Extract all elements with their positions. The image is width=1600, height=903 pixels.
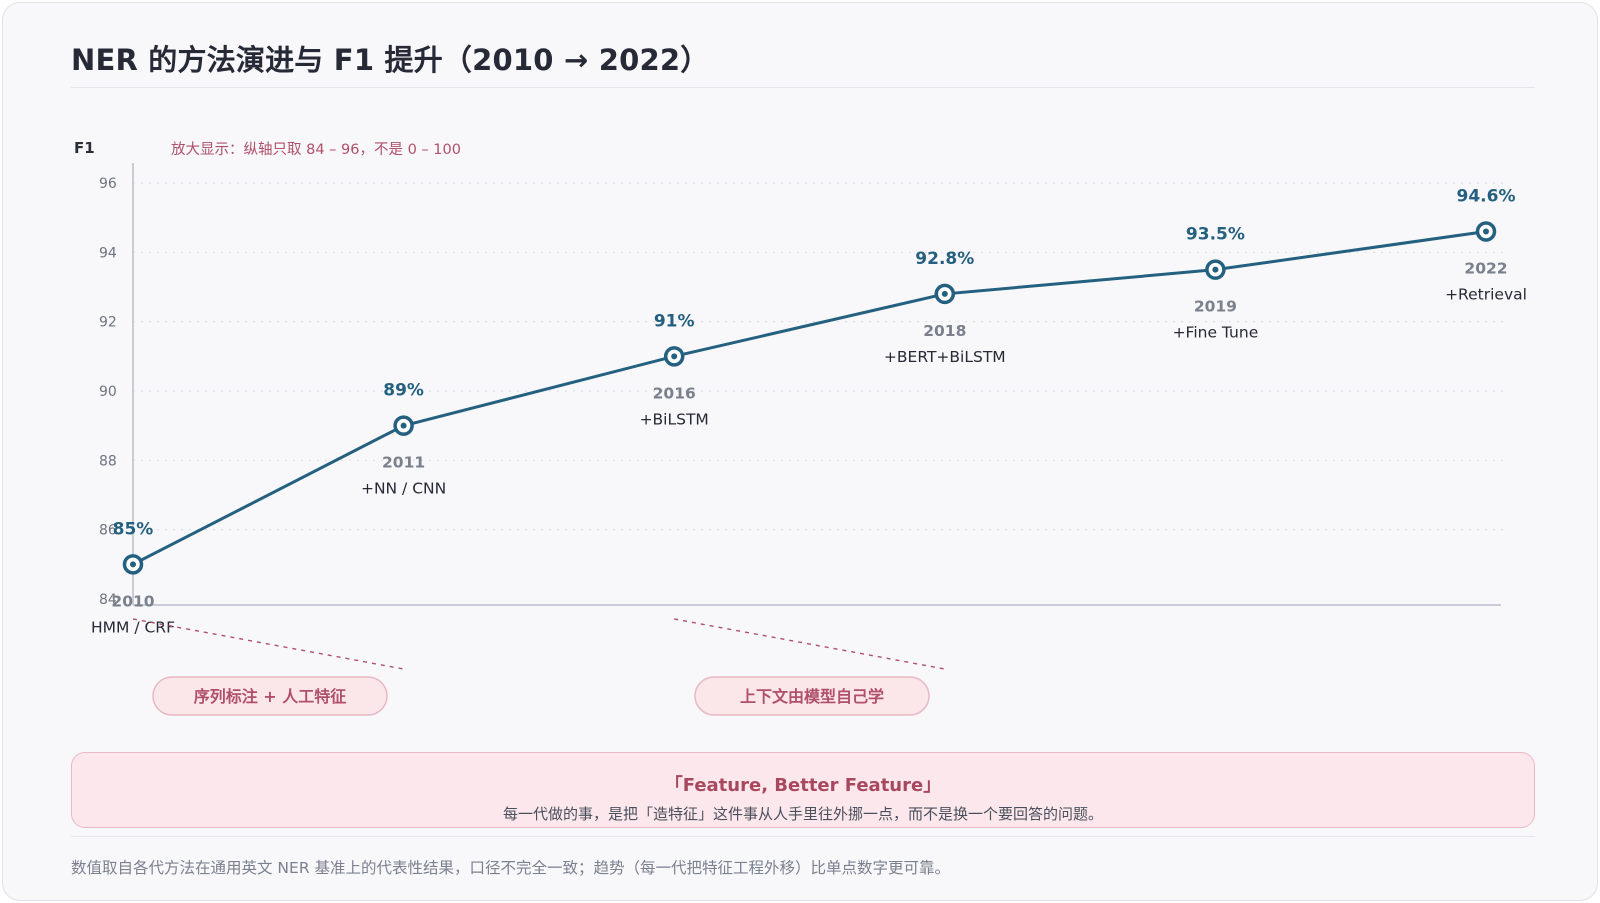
series-line-f1	[132, 230, 1487, 566]
y-tick-label: 94	[99, 245, 117, 261]
data-value-label: 94.6%	[1457, 187, 1516, 207]
data-point-center	[1483, 228, 1489, 235]
y-tick-label: 86	[99, 523, 117, 539]
x-tick-year-label: 2022	[1464, 260, 1507, 278]
y-tick-label: 84	[99, 592, 117, 608]
phase-pill-label: 序列标注 + 人工特征	[194, 687, 347, 706]
data-point-center	[941, 290, 948, 297]
x-tick-year-label: 2019	[1194, 298, 1237, 316]
phase-pill-label: 上下文由模型自己学	[740, 687, 884, 706]
x-tick-year-label: 2011	[382, 454, 425, 472]
y-tick-label: 96	[99, 176, 117, 192]
title-divider	[71, 87, 1535, 88]
method-label: +Retrieval	[1445, 286, 1527, 304]
method-label: HMM / CRF	[91, 618, 175, 636]
y-tick-label: 92	[99, 315, 117, 331]
callout-title: 「Feature, Better Feature」	[664, 775, 942, 796]
zoom-note: 放大显示：纵轴只取 84 – 96，不是 0 – 100	[171, 141, 461, 158]
y-axis-label: F1	[74, 139, 95, 157]
f1-line-chart: 84 86 88 90 92 94 96 F1 放大显示：纵轴只取 84 – 96，不是 0 –…	[74, 139, 1527, 716]
phase-pill	[694, 676, 930, 716]
data-value-label: 93.5%	[1186, 225, 1245, 245]
method-label: +Fine Tune	[1173, 324, 1259, 342]
y-tick-label: 88	[99, 453, 117, 469]
data-point-center	[400, 422, 407, 429]
data-value-label: 89%	[383, 381, 424, 401]
data-value-label: 91%	[654, 311, 695, 331]
data-point-center	[1212, 266, 1219, 273]
method-label: +BERT+BiLSTM	[884, 348, 1006, 366]
footer-note: 数值取自各代方法在通用英文 NER 基准上的代表性结果，口径不完全一致；趋势（每…	[71, 859, 951, 877]
y-tick-label: 90	[99, 384, 117, 400]
phase-bracket	[132, 618, 404, 670]
data-point-center	[671, 353, 678, 360]
phase-pill	[152, 676, 388, 716]
footer-divider	[71, 836, 1535, 837]
phase-bracket	[674, 618, 945, 670]
page-title: NER 的方法演进与 F1 提升（2010 → 2022）	[71, 43, 710, 77]
method-label: +NN / CNN	[361, 480, 446, 498]
method-label: +BiLSTM	[640, 410, 709, 428]
callout-text: 每一代做的事，是把「造特征」这件事从人手里往外挪一点，而不是换一个要回答的问题。	[502, 805, 1103, 823]
data-value-label: 85%	[113, 519, 154, 539]
x-tick-year-label: 2016	[653, 384, 696, 402]
x-tick-year-label: 2010	[111, 592, 154, 610]
callout-box: 「Feature, Better Feature」 每一代做的事，是把「造特征」…	[71, 752, 1535, 828]
data-value-label: 92.8%	[915, 249, 974, 269]
data-point-center	[130, 561, 136, 568]
x-tick-year-label: 2018	[923, 322, 966, 340]
